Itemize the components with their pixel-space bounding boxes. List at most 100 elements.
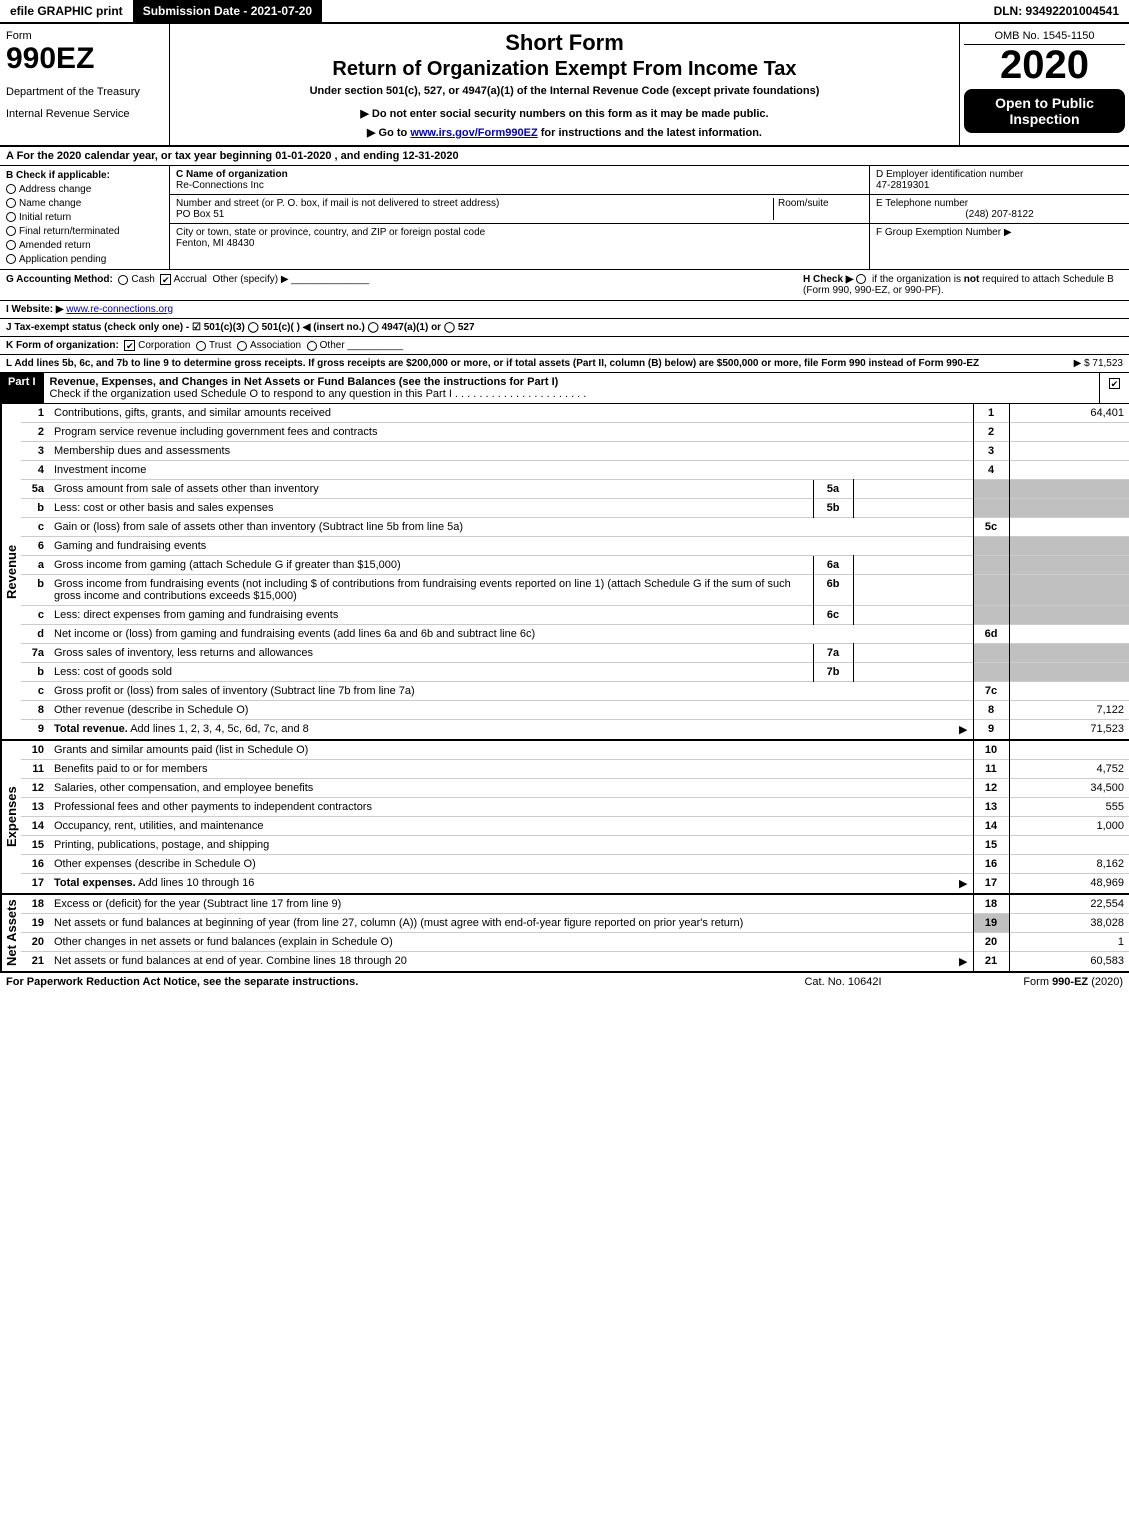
line-desc: Occupancy, rent, utilities, and maintena… bbox=[49, 817, 973, 836]
efile-label: efile GRAPHIC print bbox=[0, 0, 133, 22]
right-line-number: 11 bbox=[973, 760, 1009, 779]
right-line-value: 1 bbox=[1009, 933, 1129, 952]
line-desc: Professional fees and other payments to … bbox=[49, 798, 973, 817]
form-title: Return of Organization Exempt From Incom… bbox=[176, 58, 953, 81]
right-line-number: 15 bbox=[973, 836, 1009, 855]
g-cash-radio[interactable] bbox=[118, 275, 128, 285]
opt-final-return[interactable]: Final return/terminated bbox=[6, 226, 163, 237]
mid-line-number: 6a bbox=[813, 556, 853, 575]
right-line-value: 48,969 bbox=[1009, 874, 1129, 894]
line-row: 15Printing, publications, postage, and s… bbox=[21, 836, 1129, 855]
header-right: OMB No. 1545-1150 2020 Open to Public In… bbox=[959, 24, 1129, 145]
k-label: K Form of organization: bbox=[6, 340, 119, 351]
line-row: 19Net assets or fund balances at beginni… bbox=[21, 914, 1129, 933]
line-desc: Excess or (deficit) for the year (Subtra… bbox=[49, 895, 973, 914]
right-num-shaded bbox=[973, 575, 1009, 606]
line-number: 20 bbox=[21, 933, 49, 952]
website-link[interactable]: www.re-connections.org bbox=[66, 304, 173, 315]
opt-application-pending[interactable]: Application pending bbox=[6, 254, 163, 265]
col-b-header: B Check if applicable: bbox=[6, 170, 163, 181]
line-row: 5aGross amount from sale of assets other… bbox=[21, 480, 1129, 499]
line-desc: Other revenue (describe in Schedule O) bbox=[49, 701, 973, 720]
line-number: 10 bbox=[21, 741, 49, 760]
line-desc: Net assets or fund balances at beginning… bbox=[49, 914, 973, 933]
line-number: a bbox=[21, 556, 49, 575]
h-check[interactable] bbox=[856, 274, 866, 284]
line-row: 2Program service revenue including gover… bbox=[21, 423, 1129, 442]
line-row: 12Salaries, other compensation, and empl… bbox=[21, 779, 1129, 798]
right-val-shaded bbox=[1009, 499, 1129, 518]
open-to-public: Open to Public Inspection bbox=[964, 89, 1125, 133]
opt-amended-return[interactable]: Amended return bbox=[6, 240, 163, 251]
right-val-shaded bbox=[1009, 644, 1129, 663]
right-line-number: 12 bbox=[973, 779, 1009, 798]
tax-year: 2020 bbox=[964, 45, 1125, 85]
goto-link[interactable]: www.irs.gov/Form990EZ bbox=[410, 127, 537, 139]
opt-initial-return[interactable]: Initial return bbox=[6, 212, 163, 223]
mid-line-number: 6c bbox=[813, 606, 853, 625]
line-number: 15 bbox=[21, 836, 49, 855]
right-line-number: 9 bbox=[973, 720, 1009, 740]
mid-line-value bbox=[853, 644, 973, 663]
line-row: 8Other revenue (describe in Schedule O)8… bbox=[21, 701, 1129, 720]
line-desc: Total revenue. Add lines 1, 2, 3, 4, 5c,… bbox=[49, 720, 973, 740]
dln: DLN: 93492201004541 bbox=[984, 0, 1129, 22]
j-text: J Tax-exempt status (check only one) - ☑… bbox=[6, 322, 475, 333]
top-bar: efile GRAPHIC print Submission Date - 20… bbox=[0, 0, 1129, 24]
line-row: 3Membership dues and assessments3 bbox=[21, 442, 1129, 461]
line-row: cGain or (loss) from sale of assets othe… bbox=[21, 518, 1129, 537]
k-corporation[interactable] bbox=[124, 340, 135, 351]
line-g: G Accounting Method: Cash Accrual Other … bbox=[6, 274, 803, 296]
line-desc: Contributions, gifts, grants, and simila… bbox=[49, 404, 973, 423]
line-desc: Net assets or fund balances at end of ye… bbox=[49, 952, 973, 972]
line-desc: Net income or (loss) from gaming and fun… bbox=[49, 625, 973, 644]
line-row: 4Investment income4 bbox=[21, 461, 1129, 480]
col-d-e-f: D Employer identification number 47-2819… bbox=[869, 166, 1129, 269]
line-row: 21Net assets or fund balances at end of … bbox=[21, 952, 1129, 972]
k-trust[interactable] bbox=[196, 341, 206, 351]
right-line-number: 17 bbox=[973, 874, 1009, 894]
line-number: 5a bbox=[21, 480, 49, 499]
line-row: 1Contributions, gifts, grants, and simil… bbox=[21, 404, 1129, 423]
line-row: aGross income from gaming (attach Schedu… bbox=[21, 556, 1129, 575]
g-accrual-check[interactable] bbox=[160, 274, 171, 285]
line-number: c bbox=[21, 682, 49, 701]
line-number: d bbox=[21, 625, 49, 644]
right-line-value: 64,401 bbox=[1009, 404, 1129, 423]
org-city: Fenton, MI 48430 bbox=[176, 238, 254, 249]
right-line-value bbox=[1009, 461, 1129, 480]
part1-schedule-o-check[interactable] bbox=[1109, 378, 1120, 389]
ein: 47-2819301 bbox=[876, 180, 929, 191]
mid-line-value bbox=[853, 480, 973, 499]
row-g-h: G Accounting Method: Cash Accrual Other … bbox=[0, 270, 1129, 301]
k-association[interactable] bbox=[237, 341, 247, 351]
line-number: 16 bbox=[21, 855, 49, 874]
line-number: 17 bbox=[21, 874, 49, 894]
c-label: C Name of organization bbox=[176, 169, 288, 180]
line-number: 6 bbox=[21, 537, 49, 556]
i-label: I Website: ▶ bbox=[6, 304, 64, 315]
mid-line-value bbox=[853, 556, 973, 575]
part1-title: Revenue, Expenses, and Changes in Net As… bbox=[44, 373, 1099, 403]
right-val-shaded bbox=[1009, 575, 1129, 606]
mid-line-value bbox=[853, 606, 973, 625]
opt-name-change[interactable]: Name change bbox=[6, 198, 163, 209]
g-label: G Accounting Method: bbox=[6, 274, 113, 285]
right-line-number: 10 bbox=[973, 741, 1009, 760]
d-label: D Employer identification number bbox=[876, 169, 1023, 180]
right-line-value bbox=[1009, 423, 1129, 442]
part1-checkbox-cell bbox=[1099, 373, 1129, 403]
right-line-value: 1,000 bbox=[1009, 817, 1129, 836]
opt-address-change[interactable]: Address change bbox=[6, 184, 163, 195]
line-desc: Less: cost or other basis and sales expe… bbox=[49, 499, 813, 518]
k-other[interactable] bbox=[307, 341, 317, 351]
line-desc: Gross sales of inventory, less returns a… bbox=[49, 644, 813, 663]
line-number: 11 bbox=[21, 760, 49, 779]
line-number: b bbox=[21, 499, 49, 518]
line-row: 7aGross sales of inventory, less returns… bbox=[21, 644, 1129, 663]
line-row: 13Professional fees and other payments t… bbox=[21, 798, 1129, 817]
right-val-shaded bbox=[1009, 480, 1129, 499]
right-num-shaded bbox=[973, 499, 1009, 518]
right-line-number: 3 bbox=[973, 442, 1009, 461]
footer-form: Form 990-EZ (2020) bbox=[943, 976, 1123, 988]
